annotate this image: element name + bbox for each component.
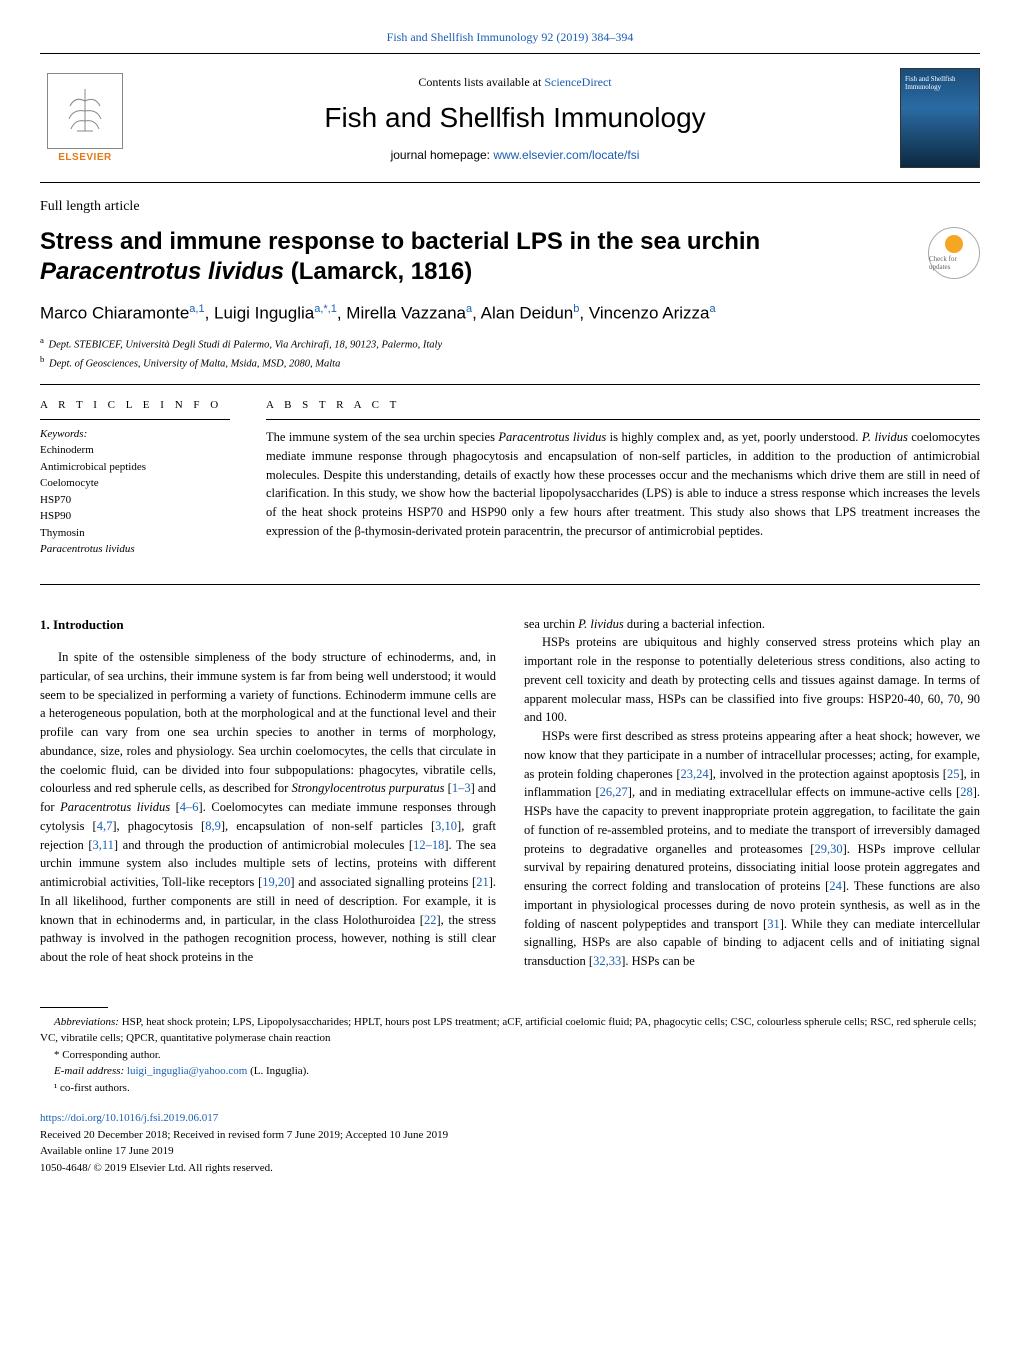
- email-line: E-mail address: luigi_inguglia@yahoo.com…: [40, 1063, 980, 1080]
- article-body: 1. Introduction In spite of the ostensib…: [40, 615, 980, 971]
- received-dates: Received 20 December 2018; Received in r…: [40, 1129, 448, 1141]
- copyright-line: 1050-4648/ © 2019 Elsevier Ltd. All righ…: [40, 1162, 273, 1174]
- corresponding-email-link[interactable]: luigi_inguglia@yahoo.com: [127, 1065, 247, 1077]
- check-updates-icon: [945, 235, 963, 253]
- journal-ref-link[interactable]: Fish and Shellfish Immunology 92 (2019) …: [387, 30, 634, 44]
- journal-title: Fish and Shellfish Immunology: [130, 102, 900, 134]
- article-footer: Abbreviations: HSP, heat shock protein; …: [40, 1007, 980, 1177]
- keywords-list: EchinodermAntimicrobical peptidesCoelomo…: [40, 442, 230, 558]
- article-type: Full length article: [40, 199, 980, 215]
- column-right: sea urchin P. lividus during a bacterial…: [524, 615, 980, 971]
- elsevier-tree-icon: [47, 73, 123, 149]
- journal-reference: Fish and Shellfish Immunology 92 (2019) …: [40, 30, 980, 45]
- divider: [40, 53, 980, 54]
- body-paragraph: HSPs were first described as stress prot…: [524, 727, 980, 971]
- publication-info: https://doi.org/10.1016/j.fsi.2019.06.01…: [40, 1110, 980, 1176]
- body-paragraph: sea urchin P. lividus during a bacterial…: [524, 615, 980, 634]
- abstract-heading: A B S T R A C T: [266, 399, 980, 411]
- available-online-date: Available online 17 June 2019: [40, 1145, 174, 1157]
- divider: [266, 419, 980, 420]
- section-heading-introduction: 1. Introduction: [40, 615, 496, 635]
- journal-cover-thumbnail[interactable]: [900, 68, 980, 168]
- sciencedirect-link[interactable]: ScienceDirect: [544, 75, 611, 89]
- divider: [40, 1007, 108, 1008]
- column-left: 1. Introduction In spite of the ostensib…: [40, 615, 496, 971]
- divider: [40, 419, 230, 420]
- journal-header: ELSEVIER Contents lists available at Sci…: [40, 68, 980, 168]
- article-info-heading: A R T I C L E I N F O: [40, 399, 230, 411]
- author-list: Marco Chiaramontea,1, Luigi Ingugliaa,*,…: [40, 303, 980, 324]
- homepage-line: journal homepage: www.elsevier.com/locat…: [130, 148, 900, 162]
- journal-homepage-link[interactable]: www.elsevier.com/locate/fsi: [493, 148, 639, 162]
- abstract-text: The immune system of the sea urchin spec…: [266, 428, 980, 541]
- publisher-name: ELSEVIER: [58, 152, 111, 163]
- corresponding-author-note: * Corresponding author.: [40, 1047, 980, 1064]
- affiliations: a Dept. STEBICEF, Università Degli Studi…: [40, 334, 980, 373]
- publisher-logo[interactable]: ELSEVIER: [40, 73, 130, 163]
- divider: [40, 584, 980, 585]
- doi-link[interactable]: https://doi.org/10.1016/j.fsi.2019.06.01…: [40, 1112, 218, 1124]
- contents-line: Contents lists available at ScienceDirec…: [130, 75, 900, 90]
- article-meta: A R T I C L E I N F O Keywords: Echinode…: [40, 385, 980, 574]
- body-paragraph: HSPs proteins are ubiquitous and highly …: [524, 633, 980, 727]
- article-title: Stress and immune response to bacterial …: [40, 227, 912, 287]
- body-paragraph: In spite of the ostensible simpleness of…: [40, 648, 496, 967]
- cofirst-note: ¹ co-first authors.: [40, 1080, 980, 1097]
- keywords-label: Keywords:: [40, 428, 230, 440]
- check-updates-badge[interactable]: Check for updates: [928, 227, 980, 279]
- abbreviations: Abbreviations: HSP, heat shock protein; …: [40, 1014, 980, 1047]
- divider: [40, 182, 980, 183]
